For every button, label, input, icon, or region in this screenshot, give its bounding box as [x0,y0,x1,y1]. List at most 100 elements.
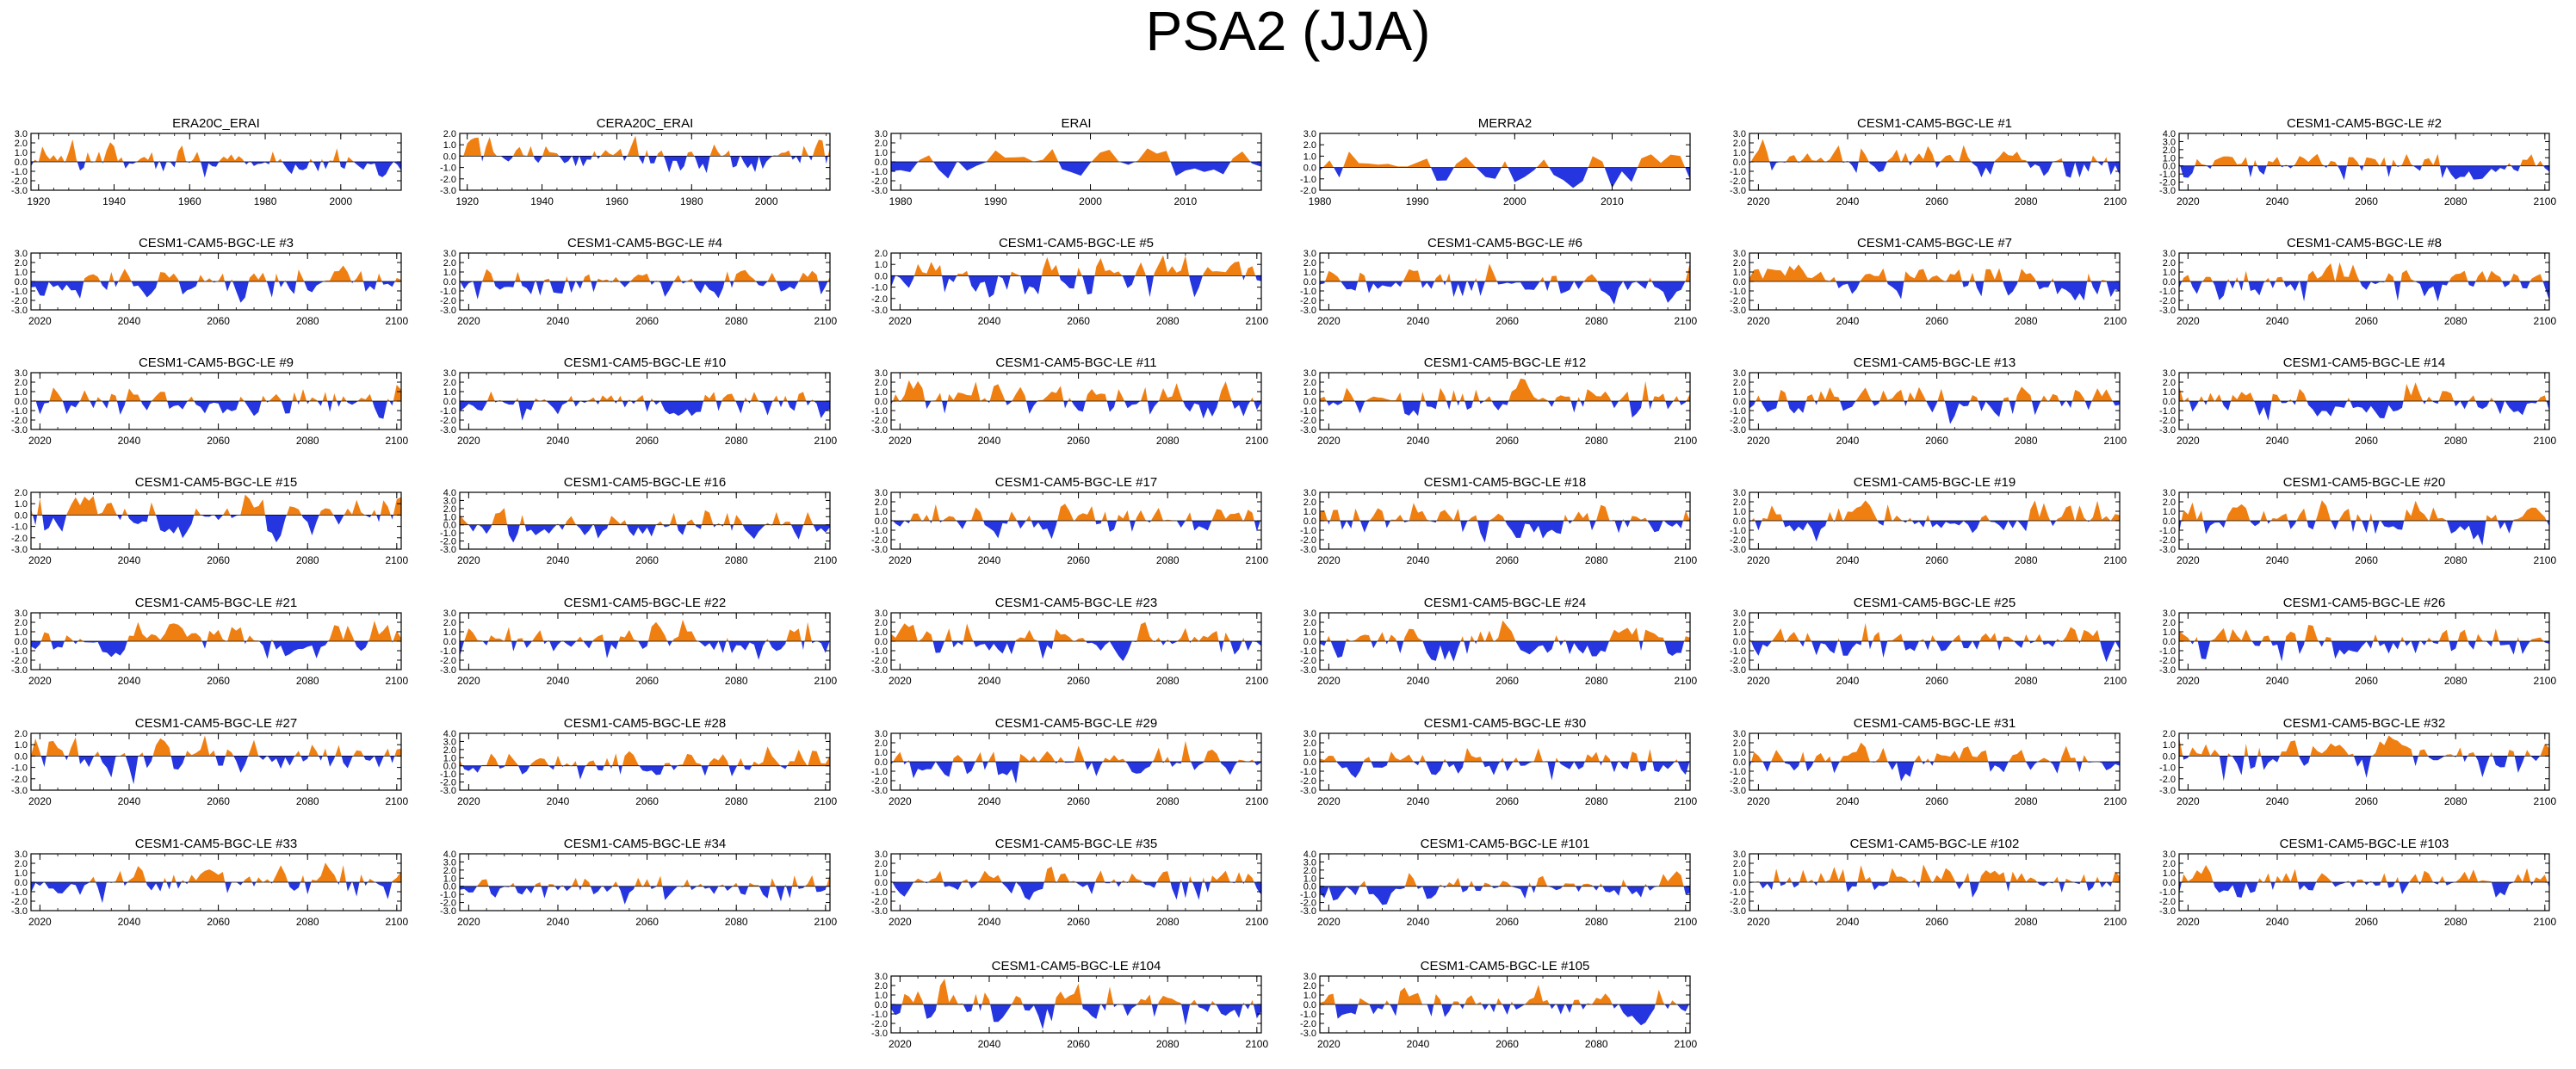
y-tick-label: -1.0 [440,646,456,657]
y-tick-label: 0.0 [1733,878,1746,888]
y-tick-label: -3.0 [2159,786,2176,796]
x-tick-label: 2100 [1245,795,1268,807]
y-tick-label: -3.0 [1300,906,1316,917]
y-tick-label: 1.0 [1303,874,1316,884]
negative-anomaly-area [2179,882,2549,898]
x-tick-label: 2080 [2444,916,2468,928]
y-tick-label: 0.0 [443,637,456,647]
y-tick-label: 3.0 [1733,249,1746,259]
x-tick-label: 2060 [2355,916,2378,928]
positive-anomaly-area [31,139,401,162]
negative-anomaly-area [1749,521,2120,542]
x-tick-label: 2000 [1503,195,1526,207]
y-tick-label: 2.0 [1303,497,1316,508]
panel-title: CESM1-CAM5-BGC-LE #31 [1854,716,2016,731]
y-tick-label: 1.0 [875,991,888,1001]
y-tick-label: -2.0 [871,416,888,426]
y-tick-label: 0.0 [1303,757,1316,768]
y-tick-label: -3.0 [11,425,28,436]
y-tick-label: 3.0 [875,729,888,739]
negative-anomaly-area [2179,756,2549,782]
negative-anomaly-area [1749,162,2120,178]
negative-anomaly-area [31,641,401,659]
y-tick-label: -3.0 [11,665,28,676]
y-tick-label: 3.0 [1303,368,1316,379]
panel-28: CESM1-CAM5-BGC-LE #24 3.02.01.00.0-1.0-2.… [1300,596,1697,687]
y-tick-label: 3.0 [1303,857,1316,868]
y-tick-label: -1.0 [11,887,28,898]
x-tick-label: 2020 [2177,916,2200,928]
y-tick-label: 0.0 [1303,882,1316,893]
x-tick-label: 2040 [1836,795,1860,807]
positive-anomaly-area [31,385,401,401]
negative-anomaly-area [31,281,401,303]
panel-31: CESM1-CAM5-BGC-LE #27 2.01.00.0-1.0-2.0-3… [11,716,408,807]
y-tick-label: -2.0 [1730,176,1746,187]
y-tick-label: 0.0 [15,277,28,287]
y-tick-label: -3.0 [2159,186,2176,196]
panel-title: CESM1-CAM5-BGC-LE #18 [1424,475,1586,490]
y-tick-label: 0.0 [15,878,28,888]
panel-title: CESM1-CAM5-BGC-LE #17 [995,475,1157,490]
x-tick-label: 2100 [2533,916,2556,928]
x-tick-label: 2100 [814,916,837,928]
y-tick-label: 2.0 [2163,497,2176,508]
y-tick-label: 2.0 [1303,866,1316,876]
y-tick-label: -1.0 [871,767,888,777]
y-tick-label: -2.0 [1730,656,1746,666]
negative-anomaly-area [1320,1004,1690,1026]
y-tick-label: 1.0 [1733,868,1746,879]
positive-anomaly-area [2179,153,2549,166]
y-tick-label: 2.0 [2163,729,2176,739]
y-tick-label: 0.0 [1303,516,1316,527]
x-tick-label: 2040 [1836,554,1860,566]
positive-anomaly-area [1749,500,2120,521]
negative-anomaly-area [1320,281,1690,305]
x-tick-label: 2020 [1317,916,1341,928]
x-tick-label: 2040 [1407,315,1430,327]
y-tick-label: -3.0 [871,425,888,436]
x-tick-label: 2060 [1067,435,1090,447]
x-tick-label: 2100 [2103,554,2127,566]
x-tick-label: 2020 [28,795,52,807]
y-tick-label: 2.0 [1303,378,1316,388]
positive-anomaly-area [31,735,401,757]
y-tick-label: 2.0 [443,745,456,756]
panel-30: CESM1-CAM5-BGC-LE #26 3.02.01.00.0-1.0-2.… [2159,596,2556,687]
x-tick-label: 2080 [2444,195,2468,207]
y-tick-label: -2.0 [1300,296,1316,306]
y-tick-label: 2.0 [1303,140,1316,151]
y-tick-label: -3.0 [11,306,28,316]
panel-title: CESM1-CAM5-BGC-LE #103 [2280,837,2449,851]
y-tick-label: -2.0 [11,416,28,426]
panel-36: CESM1-CAM5-BGC-LE #32 2.01.00.0-1.0-2.0-3… [2159,716,2556,807]
positive-anomaly-area [1320,871,1690,887]
positive-anomaly-area [2179,625,2549,641]
x-tick-label: 2080 [2015,916,2038,928]
x-tick-label: 2020 [2177,435,2200,447]
y-tick-label: 0.0 [1733,637,1746,647]
x-tick-label: 2040 [118,554,141,566]
x-tick-label: 2060 [2355,554,2378,566]
y-tick-label: -1.0 [1300,175,1316,185]
y-tick-label: 1.0 [443,512,456,522]
x-tick-label: 2020 [457,315,480,327]
x-tick-label: 2080 [2444,315,2468,327]
y-tick-label: 0.0 [875,397,888,407]
y-tick-label: 3.0 [1303,129,1316,139]
y-tick-label: -3.0 [1730,665,1746,676]
x-tick-label: 2100 [1245,916,1268,928]
x-tick-label: 2060 [207,916,230,928]
x-tick-label: 2080 [2015,195,2038,207]
y-tick-label: -2.0 [1300,656,1316,666]
y-tick-label: -3.0 [2159,545,2176,555]
y-tick-label: -1.0 [440,890,456,900]
x-tick-label: 2100 [2533,195,2556,207]
panel-title: CESM1-CAM5-BGC-LE #6 [1427,236,1582,250]
x-tick-label: 2040 [547,435,570,447]
y-tick-label: -2.0 [1730,296,1746,306]
panel-title: CESM1-CAM5-BGC-LE #23 [995,596,1157,610]
negative-anomaly-area [31,401,401,419]
y-tick-label: -3.0 [1730,786,1746,796]
